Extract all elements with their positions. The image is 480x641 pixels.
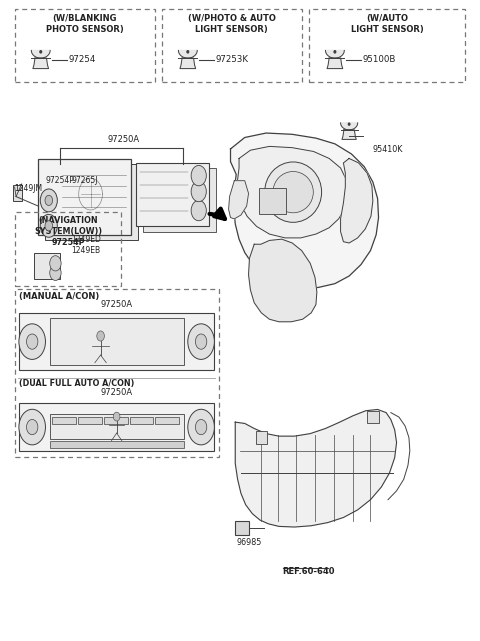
Bar [52,417,76,424]
Polygon shape [249,239,317,322]
Bar [14,9,155,82]
Polygon shape [179,51,197,58]
Bar [136,163,209,226]
Bar [13,185,22,201]
Circle shape [191,181,206,202]
Text: REF.60-640: REF.60-640 [283,567,335,576]
Circle shape [188,410,215,445]
Bar [156,417,179,424]
Text: (DUAL FULL AUTO A/CON): (DUAL FULL AUTO A/CON) [19,379,135,388]
Text: (W/PHOTO & AUTO
LIGHT SENSOR): (W/PHOTO & AUTO LIGHT SENSOR) [188,14,276,35]
Circle shape [188,324,215,360]
Polygon shape [33,58,48,69]
Circle shape [26,419,38,435]
Bar [130,417,154,424]
Circle shape [195,334,207,349]
Text: 97250A: 97250A [101,388,132,397]
Bar [143,168,216,231]
Text: (W/AUTO
LIGHT SENSOR): (W/AUTO LIGHT SENSOR) [351,14,423,35]
Circle shape [40,214,57,237]
Circle shape [334,51,336,53]
Bar [78,417,102,424]
Circle shape [348,123,350,125]
Circle shape [50,265,61,281]
Bar [259,188,287,213]
Bar [50,318,183,365]
Text: 97250A: 97250A [101,300,132,309]
Circle shape [187,51,189,53]
Polygon shape [327,58,343,69]
Polygon shape [230,133,379,288]
Polygon shape [235,410,396,527]
Polygon shape [228,181,249,219]
Text: (W/BLANKING
PHOTO SENSOR): (W/BLANKING PHOTO SENSOR) [46,14,123,35]
Circle shape [19,410,46,445]
Text: 97250A: 97250A [108,135,140,144]
Circle shape [97,331,104,341]
Text: 1249ED
1249EB: 1249ED 1249EB [72,235,101,254]
Bar [367,411,379,424]
Circle shape [40,189,57,212]
Bar [14,288,219,457]
Circle shape [45,196,53,206]
Polygon shape [325,51,344,58]
Text: 95410K: 95410K [373,145,403,154]
Bar [104,417,128,424]
Bar [46,164,138,240]
Text: 95100B: 95100B [362,55,396,64]
Bar [38,159,131,235]
Bar [14,212,121,285]
Bar [309,9,466,82]
Ellipse shape [264,162,322,222]
Bar [235,521,249,535]
Bar [19,403,215,451]
Polygon shape [238,146,348,238]
Circle shape [40,51,42,53]
Text: 97254P: 97254P [46,176,74,185]
Polygon shape [31,51,50,58]
Circle shape [195,419,207,435]
Circle shape [191,165,206,186]
Circle shape [113,412,120,421]
Text: 97265J: 97265J [72,176,98,185]
Text: 97253K: 97253K [216,55,248,64]
Bar [162,9,301,82]
Circle shape [26,334,38,349]
Text: 97254: 97254 [68,55,96,64]
Polygon shape [341,123,358,130]
Circle shape [191,201,206,221]
Text: (MANUAL A/CON): (MANUAL A/CON) [19,292,100,301]
Polygon shape [342,130,356,139]
Ellipse shape [273,172,313,213]
Text: (NAVIGATION
SYSTEM(LOW))
97254P: (NAVIGATION SYSTEM(LOW)) 97254P [34,216,102,247]
Bar [34,253,60,279]
Polygon shape [180,58,196,69]
Circle shape [45,221,53,231]
Circle shape [19,324,46,360]
Bar [256,431,267,444]
Circle shape [50,256,61,271]
Bar [50,414,183,439]
Polygon shape [341,158,373,243]
Bar [50,441,183,447]
Bar [19,313,215,370]
Text: 96985: 96985 [236,538,262,547]
Text: 1249JM: 1249JM [14,185,43,194]
